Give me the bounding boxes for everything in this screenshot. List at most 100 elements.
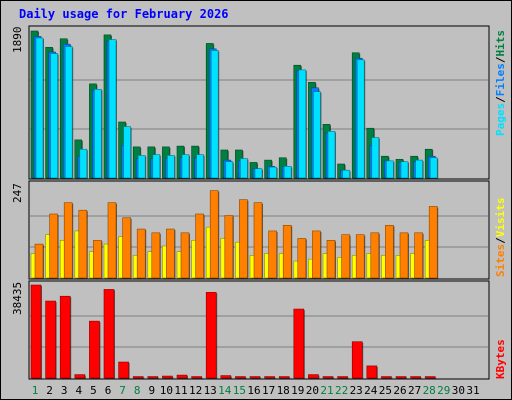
- pages-bar: [298, 69, 307, 179]
- kbytes-bar: [351, 341, 363, 379]
- pages-bar: [283, 166, 292, 179]
- day-label: 3: [61, 384, 68, 397]
- visits-bar: [122, 217, 131, 279]
- kbytes-bar: [235, 376, 246, 379]
- pages-bar: [50, 53, 58, 179]
- pages-bar: [137, 155, 146, 179]
- day-label: 11: [174, 384, 187, 397]
- pages-bar: [64, 46, 73, 179]
- day-label: 31: [466, 384, 479, 397]
- pages-bar: [386, 160, 394, 179]
- legend-sites: Sites: [494, 244, 507, 277]
- visits-bar: [239, 199, 248, 279]
- visits-bar: [224, 215, 234, 279]
- legend-files: Files: [494, 63, 507, 96]
- visits-bar: [195, 213, 204, 279]
- pages-bar: [94, 89, 102, 179]
- visits-bar: [385, 224, 394, 279]
- pages-bar: [371, 137, 380, 179]
- visits-bar: [93, 240, 102, 279]
- visits-bar: [399, 232, 409, 279]
- day-label: 6: [105, 384, 112, 397]
- kbytes-bar: [278, 376, 290, 379]
- kbytes-bar: [30, 284, 42, 379]
- day-label: 27: [408, 384, 421, 397]
- pages-bar: [167, 155, 175, 179]
- pages-bar: [79, 148, 88, 179]
- kbytes-bars: [30, 284, 488, 379]
- visits-bar: [297, 238, 307, 279]
- pages-bar: [240, 158, 248, 179]
- kbytes-bar: [59, 295, 71, 379]
- day-label: 30: [452, 384, 465, 397]
- visits-bar: [326, 240, 336, 279]
- day-label: 15: [233, 384, 246, 397]
- day-label: 19: [291, 384, 304, 397]
- kbytes-bar: [176, 374, 188, 379]
- day-label: 29: [437, 384, 450, 397]
- visits-bar: [253, 202, 263, 279]
- hits-max-label: 1890: [11, 27, 24, 54]
- legend-sep-2: /: [494, 56, 507, 63]
- visits-bar: [428, 206, 438, 279]
- visits-bar: [49, 213, 58, 279]
- day-label: 26: [393, 384, 406, 397]
- day-label: 4: [75, 384, 82, 397]
- day-label: 8: [134, 384, 141, 397]
- visits-bar: [268, 230, 277, 279]
- kbytes-max-label: 38435: [11, 282, 24, 315]
- legend-sep-1: /: [494, 96, 507, 103]
- visits-bar: [282, 224, 292, 279]
- day-label: 20: [306, 384, 319, 397]
- visits-bar: [34, 243, 44, 279]
- pages-bar: [123, 126, 131, 179]
- day-label: 18: [277, 384, 290, 397]
- kbytes-bar: [424, 376, 436, 379]
- day-label: 22: [335, 384, 348, 397]
- pages-bar: [327, 131, 336, 179]
- day-label: 24: [364, 384, 378, 397]
- kbytes-bar: [308, 374, 319, 379]
- kbytes-bar: [205, 292, 217, 379]
- visits-legend: Sites/Visits: [494, 198, 507, 278]
- legend-sep-3: /: [494, 237, 507, 244]
- kbytes-bar: [366, 365, 378, 379]
- kbytes-bar: [264, 376, 275, 379]
- pages-bar: [400, 161, 409, 179]
- visits-bar: [151, 232, 161, 279]
- visits-bar: [78, 209, 88, 279]
- day-labels: 1 2 3 4 5 6 7 8 9 10 11 12 13 14 15 16 17 18 19 20 21 22 23 24 2…: [32, 384, 480, 397]
- visits-bar: [107, 202, 117, 279]
- pages-bar: [108, 39, 117, 179]
- pages-bar: [269, 166, 277, 179]
- day-label: 16: [247, 384, 260, 397]
- pages-bar: [152, 154, 161, 179]
- visits-bar: [414, 232, 423, 279]
- kbytes-bar: [89, 320, 100, 379]
- pages-bar: [181, 154, 190, 179]
- kbytes-bar: [337, 376, 348, 379]
- legend-kbytes: KBytes: [494, 339, 507, 379]
- pages-bar: [356, 59, 365, 179]
- kbytes-bar: [74, 374, 86, 379]
- day-label: 7: [119, 384, 126, 397]
- visits-bars: [30, 190, 488, 279]
- kbytes-legend: KBytes: [494, 339, 507, 379]
- legend-visits: Visits: [494, 198, 507, 238]
- kbytes-bar: [147, 376, 159, 379]
- kbytes-bar: [395, 376, 407, 379]
- kbytes-bar: [249, 376, 261, 379]
- day-label: 12: [189, 384, 202, 397]
- pages-bar: [429, 157, 438, 179]
- kbytes-bar: [191, 376, 202, 379]
- kbytes-bar: [132, 376, 144, 379]
- visits-bar: [166, 228, 175, 279]
- pages-bar: [225, 161, 234, 179]
- hits-legend: Pages/Files/Hits: [494, 30, 507, 136]
- legend-hits: Hits: [494, 30, 507, 57]
- day-label: 25: [379, 384, 392, 397]
- day-label: 9: [148, 384, 155, 397]
- day-label: 23: [350, 384, 363, 397]
- day-label: 21: [320, 384, 333, 397]
- kbytes-bar: [103, 289, 115, 379]
